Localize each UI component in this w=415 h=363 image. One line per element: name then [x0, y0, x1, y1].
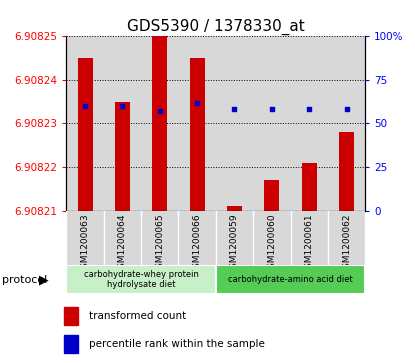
Bar [115, 102, 130, 211]
Bar [216, 36, 253, 211]
Text: carbohydrate-amino acid diet: carbohydrate-amino acid diet [228, 275, 353, 284]
Text: percentile rank within the sample: percentile rank within the sample [89, 339, 264, 349]
Bar [227, 206, 242, 211]
Point [343, 107, 350, 113]
Point [306, 107, 312, 113]
Bar [104, 36, 141, 211]
Bar [328, 211, 365, 265]
Point [269, 107, 275, 113]
Bar [104, 211, 141, 265]
Bar [216, 265, 365, 294]
Point [119, 103, 126, 109]
Text: GSM1200062: GSM1200062 [342, 213, 351, 274]
Bar [328, 36, 365, 211]
Title: GDS5390 / 1378330_at: GDS5390 / 1378330_at [127, 19, 305, 35]
Bar [253, 36, 290, 211]
Bar [339, 132, 354, 211]
Bar [152, 0, 167, 211]
Bar [141, 36, 178, 211]
Text: GSM1200064: GSM1200064 [118, 213, 127, 274]
Bar [190, 58, 205, 211]
Text: transformed count: transformed count [89, 311, 186, 321]
Bar [290, 211, 328, 265]
Bar [64, 307, 78, 325]
Point [194, 99, 200, 105]
Bar [66, 211, 104, 265]
Text: GSM1200065: GSM1200065 [155, 213, 164, 274]
Point [156, 108, 163, 114]
Bar [264, 180, 279, 211]
Text: GSM1200063: GSM1200063 [81, 213, 90, 274]
Text: GSM1200061: GSM1200061 [305, 213, 314, 274]
Text: GSM1200059: GSM1200059 [230, 213, 239, 274]
Bar [178, 211, 216, 265]
Bar [141, 211, 178, 265]
Bar [253, 211, 290, 265]
Bar [66, 265, 216, 294]
Bar [64, 335, 78, 353]
Text: GSM1200060: GSM1200060 [267, 213, 276, 274]
Bar [302, 163, 317, 211]
Bar [78, 58, 93, 211]
Bar [290, 36, 328, 211]
Bar [216, 211, 253, 265]
Text: protocol: protocol [2, 274, 47, 285]
Point [82, 103, 88, 109]
Bar [178, 36, 216, 211]
Bar [66, 36, 104, 211]
Text: ▶: ▶ [39, 273, 49, 286]
Text: GSM1200066: GSM1200066 [193, 213, 202, 274]
Point [231, 107, 238, 113]
Text: carbohydrate-whey protein
hydrolysate diet: carbohydrate-whey protein hydrolysate di… [84, 270, 198, 289]
